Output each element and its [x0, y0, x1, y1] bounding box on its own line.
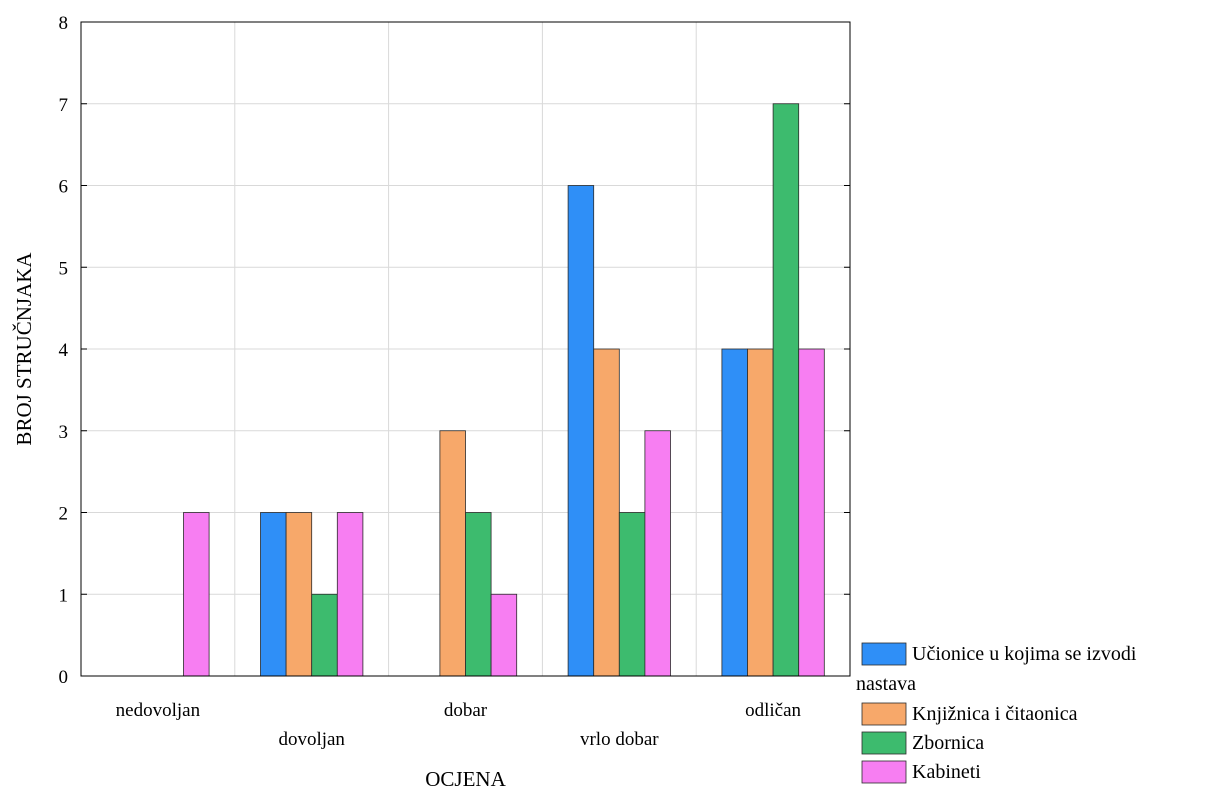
x-category-label: nedovoljan	[116, 700, 201, 721]
bar	[798, 348, 825, 677]
grid-layer	[80, 21, 851, 677]
category-labels: nedovoljan dovoljan dobar vrlo dobar odličan	[116, 700, 802, 750]
legend-label: Knjižnica i čitaonica	[912, 703, 1078, 725]
y-tick-label: 6	[59, 177, 69, 198]
legend-swatch	[861, 642, 907, 666]
y-tick-label: 3	[59, 422, 69, 443]
y-tick-label: 2	[59, 504, 69, 525]
bar	[747, 348, 774, 677]
bar	[721, 348, 748, 677]
x-category-label: dovoljan	[278, 729, 345, 750]
bar	[465, 512, 492, 677]
bar	[490, 593, 518, 677]
y-tick-label: 1	[59, 585, 69, 606]
bar	[618, 512, 646, 677]
x-axis-title: OCJENA	[425, 767, 506, 791]
bar	[439, 430, 466, 677]
x-category-label: vrlo dobar	[580, 729, 659, 750]
legend-swatch	[861, 731, 907, 755]
bar	[593, 348, 620, 677]
bar	[644, 430, 671, 677]
bar	[260, 512, 287, 677]
bar	[285, 512, 313, 677]
legend: Učionice u kojima se izvodi nastava Knjižn…	[856, 642, 1137, 784]
x-category-label: dobar	[444, 700, 488, 721]
bar	[183, 512, 210, 677]
y-tick-label: 8	[59, 13, 69, 34]
tick-layer: 0 1 2 3 4 5 6 7 8	[59, 13, 850, 688]
legend-label: Zbornica	[912, 732, 984, 754]
x-category-label: odličan	[745, 700, 801, 721]
bar-layer	[183, 103, 825, 677]
bar	[567, 185, 595, 677]
y-tick-label: 5	[59, 258, 69, 279]
legend-label: Kabineti	[912, 761, 981, 783]
y-tick-label: 4	[59, 340, 69, 361]
legend-swatch	[861, 702, 907, 726]
y-axis-title: BROJ STRUČNJAKA	[12, 252, 36, 446]
bar	[311, 593, 338, 677]
bar	[336, 512, 364, 677]
bar	[772, 103, 800, 677]
y-tick-label: 7	[59, 95, 69, 116]
legend-swatch	[861, 760, 907, 784]
y-tick-label: 0	[59, 667, 69, 688]
legend-label-continued: nastava	[856, 673, 916, 695]
legend-label: Učionice u kojima se izvodi	[912, 643, 1137, 665]
